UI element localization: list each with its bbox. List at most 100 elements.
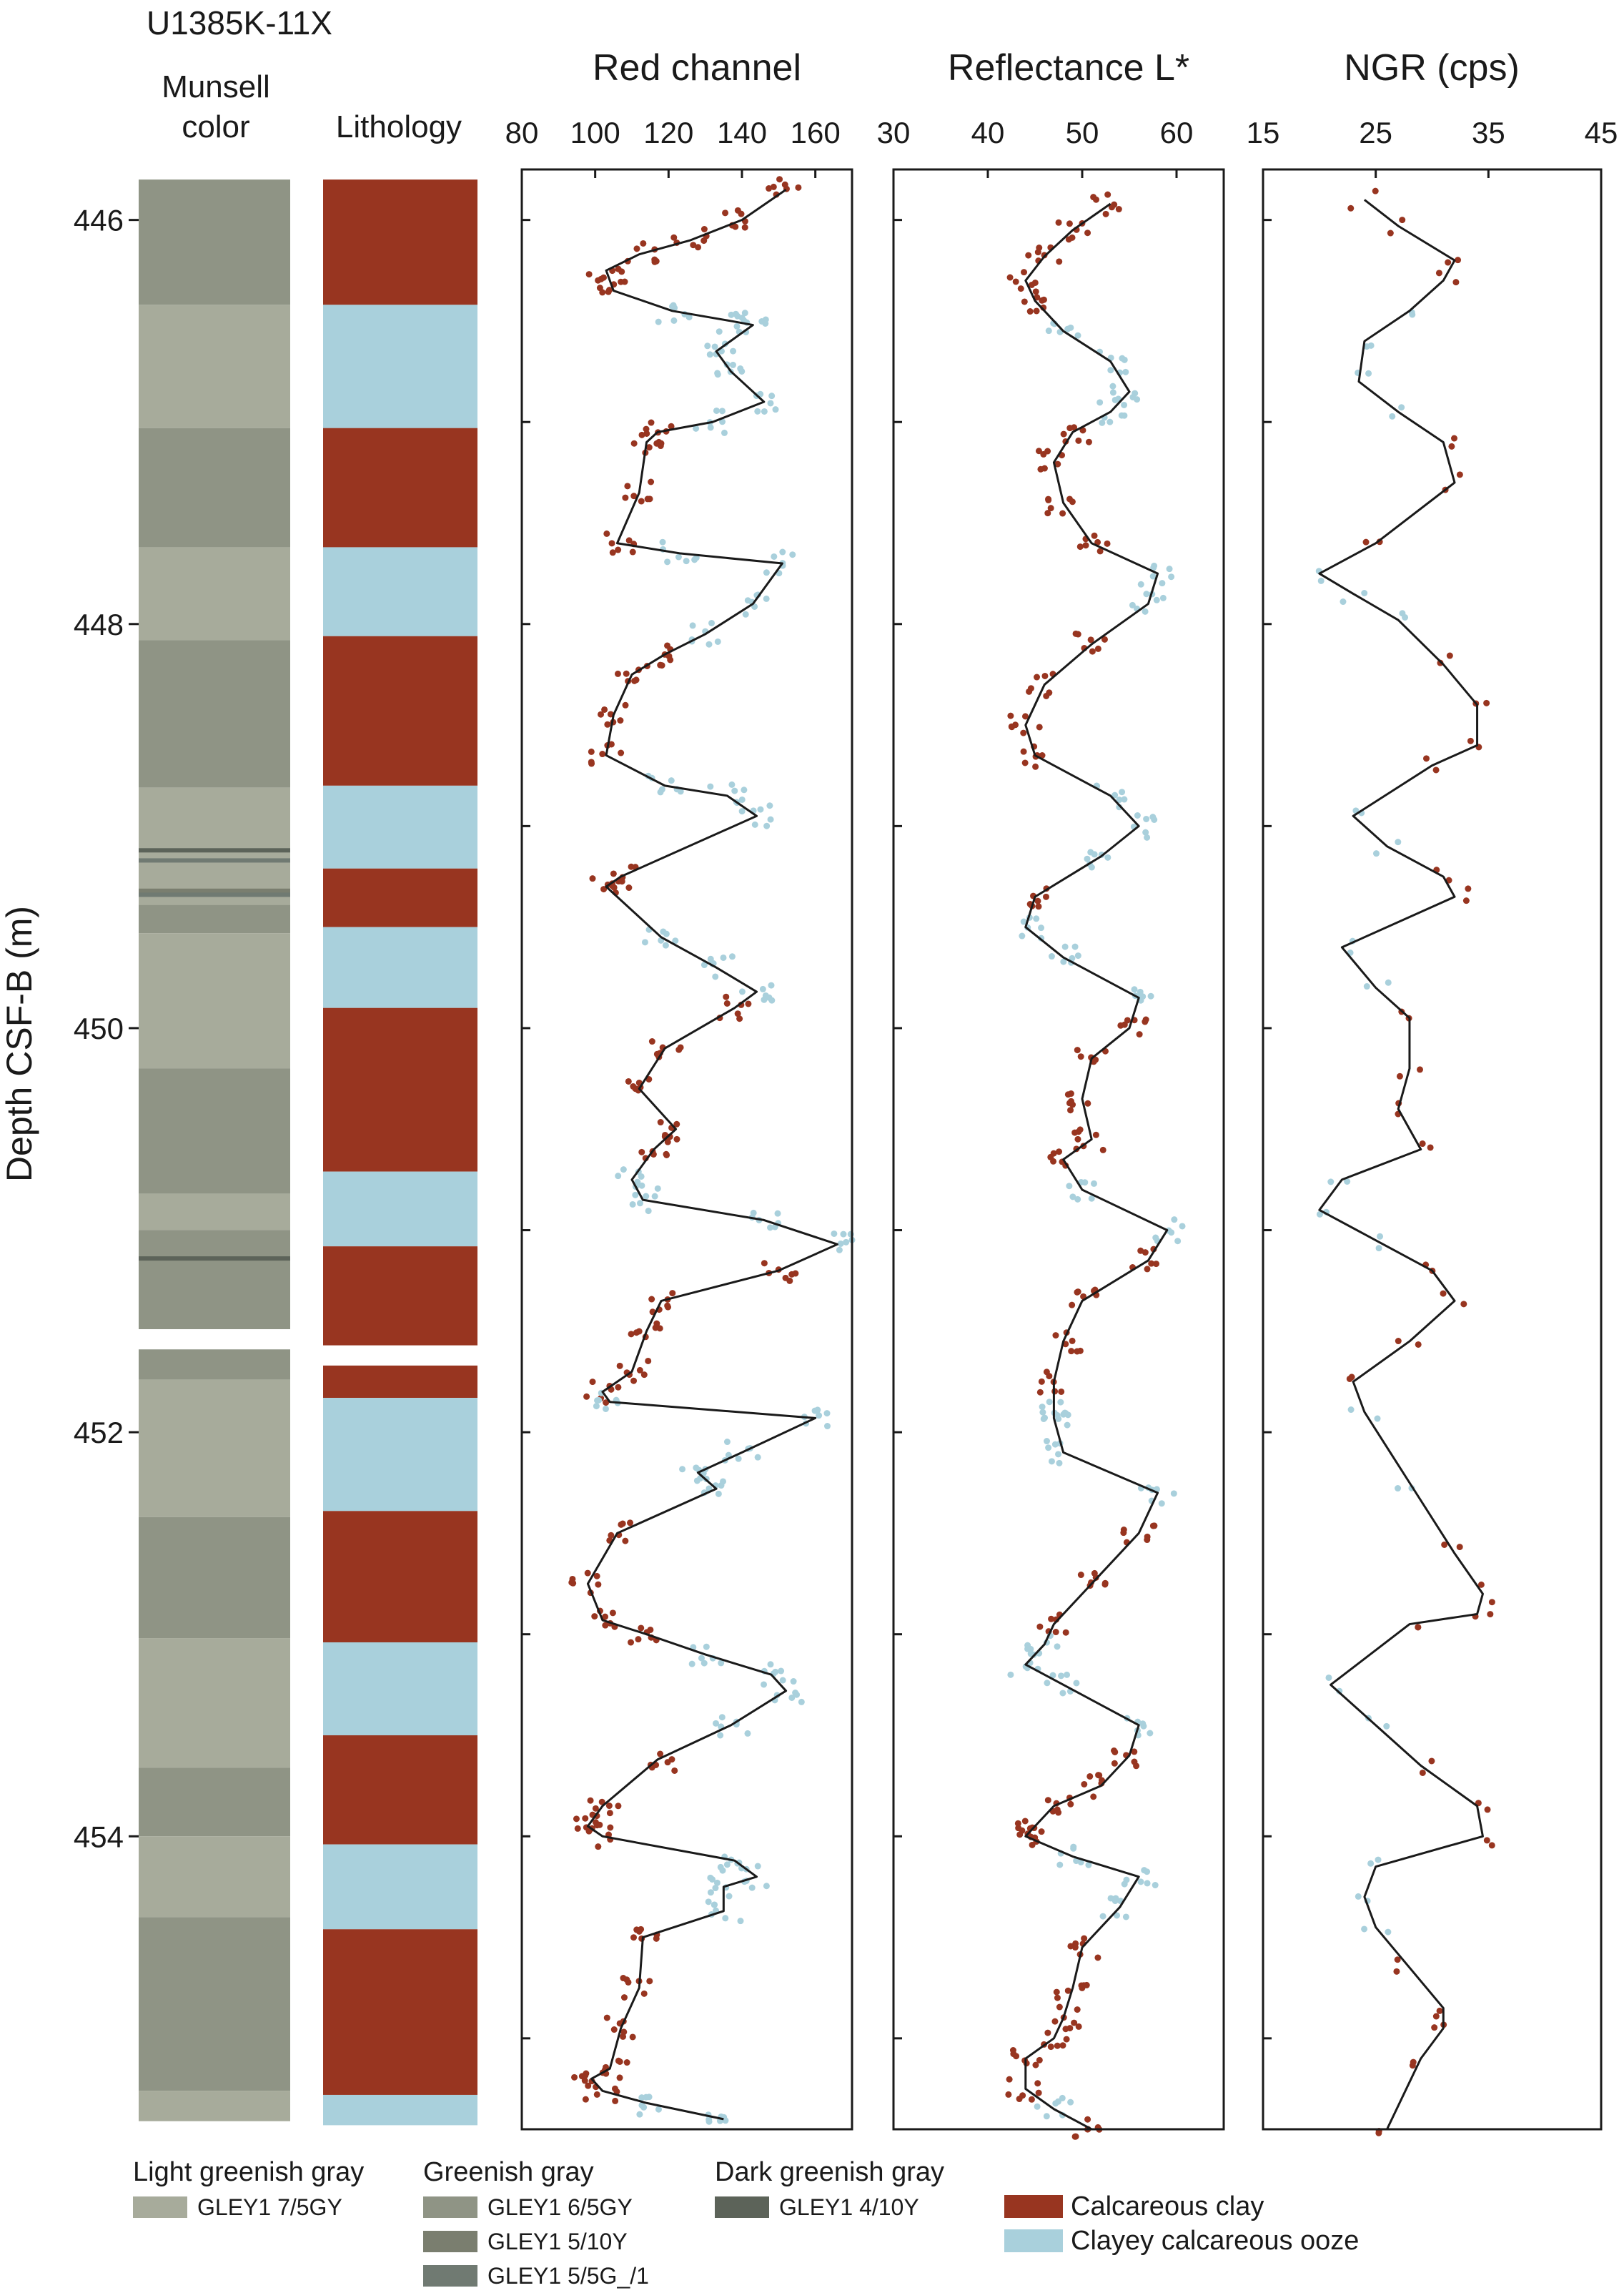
measurement-point	[761, 1260, 768, 1267]
measurement-point	[698, 1655, 705, 1662]
measurement-point	[1112, 1895, 1119, 1902]
measurement-point	[1041, 672, 1049, 679]
measurement-point	[714, 638, 721, 645]
measurement-point	[657, 1750, 664, 1757]
measurement-point	[1035, 2089, 1042, 2096]
depth-axis: 446 448 450 452 454	[74, 204, 139, 1853]
measurement-point	[831, 1230, 838, 1237]
munsell-color-column	[139, 179, 290, 2121]
measurement-point	[734, 1010, 741, 1017]
lithology-interval	[323, 1365, 477, 1399]
measurement-point	[707, 1874, 714, 1881]
measurement-point	[1057, 1399, 1064, 1406]
measurement-point	[606, 1810, 613, 1817]
reflectance-panel: Reflectance L* 30 40 50 60	[877, 47, 1225, 2140]
measurement-point	[1122, 368, 1129, 375]
measurement-point	[707, 424, 714, 431]
measurement-point	[1033, 307, 1040, 315]
measurement-point	[1109, 389, 1116, 396]
measurement-point	[1021, 298, 1028, 305]
measurement-point	[585, 271, 593, 278]
measurement-point	[718, 1714, 726, 1721]
measurement-point	[616, 2074, 623, 2081]
measurement-point	[1147, 1730, 1154, 1737]
measurement-point	[1079, 1984, 1086, 1991]
measurement-point	[1038, 1828, 1045, 1835]
measurement-point	[1021, 713, 1029, 720]
measurement-point	[723, 993, 730, 1000]
measurement-point	[1092, 1131, 1099, 1138]
measurement-point	[1099, 1146, 1106, 1153]
measurement-point	[623, 670, 630, 677]
measurement-point	[574, 1825, 581, 1832]
measurement-point	[603, 1399, 610, 1406]
measurement-point	[1488, 1599, 1495, 1606]
lithology-interval	[323, 547, 477, 636]
measurement-point	[670, 234, 678, 241]
measurement-point	[1393, 1968, 1400, 1975]
measurement-point	[1131, 1748, 1138, 1755]
measurement-point	[1032, 763, 1039, 770]
measurement-point	[726, 1893, 733, 1900]
measurement-point	[1423, 755, 1430, 762]
measurement-point	[1091, 532, 1098, 539]
measurement-point	[630, 1083, 637, 1090]
measurement-point	[1419, 1769, 1426, 1776]
measurement-point	[610, 884, 618, 891]
measurement-point	[1034, 294, 1041, 301]
measurement-point	[762, 992, 769, 999]
y-axis-label: Depth CSF-B (m)	[0, 906, 39, 1182]
depth-tick-label: 452	[74, 1416, 124, 1449]
measurement-point	[762, 320, 769, 327]
measurement-point	[713, 407, 720, 414]
measurement-point	[837, 1240, 844, 1247]
measurement-point	[604, 721, 611, 728]
measurement-point	[723, 1000, 731, 1007]
measurement-point	[615, 265, 622, 272]
lithology-interval	[323, 179, 477, 305]
measurement-point	[1034, 2080, 1041, 2087]
measurement-point	[1120, 1529, 1127, 1537]
measurement-point	[1092, 196, 1099, 203]
measurement-point	[1051, 2018, 1059, 2025]
measurement-point	[795, 184, 802, 191]
panel-title: Reflectance L*	[948, 47, 1189, 89]
munsell-thin-band	[139, 888, 290, 893]
measurement-point	[610, 2026, 618, 2033]
lithology-interval	[323, 1511, 477, 1642]
measurement-point	[594, 1397, 601, 1404]
measurement-point	[759, 985, 766, 992]
measurement-point	[638, 498, 645, 505]
measurement-point	[1131, 1758, 1138, 1765]
measurement-point	[1465, 885, 1472, 892]
measurement-point	[1101, 1579, 1109, 1587]
x-tick-label: 80	[505, 116, 539, 149]
measurement-point	[706, 351, 713, 358]
measurement-point	[1121, 1880, 1128, 1888]
measurement-point	[713, 1879, 721, 1886]
measurement-point	[712, 973, 719, 980]
measurement-point	[1055, 1809, 1062, 1816]
measurement-point	[657, 1119, 664, 1126]
lithology-interval	[323, 1007, 477, 1172]
measurement-point	[573, 1815, 580, 1823]
measurement-point	[1389, 413, 1396, 420]
measurement-point	[1067, 1090, 1074, 1098]
measurement-point	[1020, 918, 1027, 925]
measurement-point	[1060, 958, 1067, 965]
measurement-point	[1006, 2076, 1013, 2083]
measurement-point	[788, 1694, 796, 1701]
lithology-interval	[323, 636, 477, 786]
measurement-point	[673, 1120, 680, 1128]
measurement-point	[711, 343, 718, 350]
measurement-point	[665, 1303, 672, 1311]
measurement-point	[1032, 2061, 1039, 2068]
ngr-panel: NGR (cps) 15 25 35 45	[1247, 47, 1618, 2136]
measurement-point	[609, 549, 616, 556]
measurement-point	[1068, 1348, 1075, 1355]
measurement-point	[1327, 1178, 1335, 1185]
measurement-point	[593, 1822, 600, 1829]
measurement-point	[1344, 1178, 1351, 1185]
legend-group-header: Dark greenish gray	[715, 2157, 944, 2187]
munsell-interval	[139, 1767, 290, 1837]
